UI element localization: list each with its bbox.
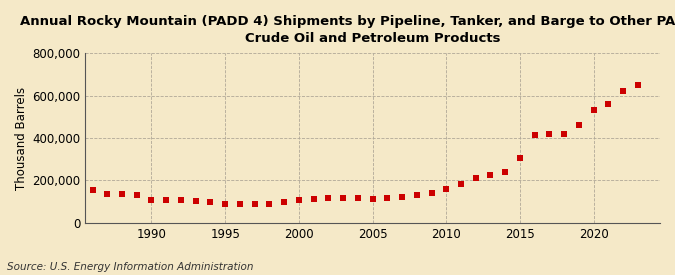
Point <box>161 198 171 202</box>
Point <box>279 199 290 204</box>
Point <box>190 199 201 203</box>
Point <box>117 191 128 196</box>
Point <box>146 197 157 202</box>
Text: Source: U.S. Energy Information Administration: Source: U.S. Energy Information Administ… <box>7 262 253 272</box>
Point <box>603 102 614 106</box>
Point <box>352 196 363 200</box>
Point <box>514 156 525 160</box>
Point <box>529 133 540 137</box>
Point <box>470 176 481 180</box>
Point <box>589 108 599 112</box>
Point <box>559 131 570 136</box>
Point <box>485 173 496 177</box>
Point <box>264 202 275 207</box>
Y-axis label: Thousand Barrels: Thousand Barrels <box>15 86 28 189</box>
Point <box>249 202 260 206</box>
Point <box>102 192 113 196</box>
Title: Annual Rocky Mountain (PADD 4) Shipments by Pipeline, Tanker, and Barge to Other: Annual Rocky Mountain (PADD 4) Shipments… <box>20 15 675 45</box>
Point <box>632 83 643 87</box>
Point <box>574 123 585 128</box>
Point <box>87 188 98 192</box>
Point <box>234 202 245 206</box>
Point <box>500 170 510 174</box>
Point <box>220 202 231 206</box>
Point <box>411 193 422 197</box>
Point <box>294 197 304 202</box>
Point <box>323 196 333 200</box>
Point <box>338 196 348 201</box>
Point <box>132 193 142 197</box>
Point <box>205 199 216 204</box>
Point <box>618 89 628 94</box>
Point <box>382 196 393 200</box>
Point <box>544 131 555 136</box>
Point <box>426 191 437 195</box>
Point <box>308 197 319 201</box>
Point <box>397 195 408 200</box>
Point <box>367 197 378 201</box>
Point <box>176 198 186 202</box>
Point <box>456 182 466 186</box>
Point <box>441 187 452 191</box>
